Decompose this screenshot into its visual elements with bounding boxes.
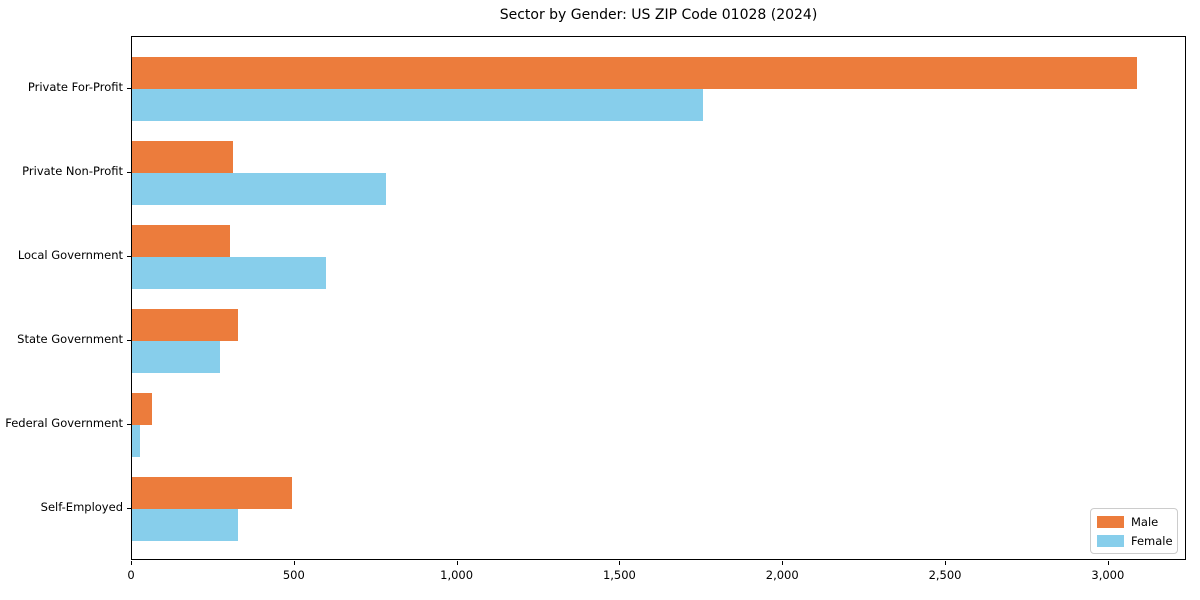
legend-label-male: Male	[1131, 514, 1159, 529]
y-tick-mark	[127, 172, 131, 173]
x-tick-label-1000: 1,000	[440, 568, 474, 582]
y-tick-mark	[127, 508, 131, 509]
legend-label-female: Female	[1131, 533, 1173, 548]
x-tick-label-3000: 3,000	[1091, 568, 1125, 582]
x-tick-label-2500: 2,500	[928, 568, 962, 582]
legend-entry-female: Female	[1097, 533, 1173, 548]
bar-female-local-government	[132, 257, 326, 289]
x-tick-mark	[619, 561, 621, 565]
bar-female-state-government	[132, 341, 220, 373]
bar-male-self-employed	[132, 477, 292, 509]
y-tick-mark	[127, 256, 131, 257]
x-tick-mark	[1107, 561, 1109, 565]
bar-female-self-employed	[132, 509, 238, 541]
legend-swatch-male	[1097, 515, 1124, 528]
bar-female-private-non-profit	[132, 173, 386, 205]
x-tick-mark	[131, 561, 132, 565]
bar-male-local-government	[132, 225, 230, 257]
plot-area	[131, 36, 1186, 560]
x-tick-mark	[782, 561, 784, 565]
y-tick-label-private-non-profit: Private Non-Profit	[22, 164, 123, 178]
x-tick-label-0: 0	[127, 568, 135, 582]
x-tick-label-2000: 2,000	[765, 568, 799, 582]
y-tick-label-private-for-profit: Private For-Profit	[27, 80, 123, 94]
x-tick-mark	[456, 561, 458, 565]
chart-title: Sector by Gender: US ZIP Code 01028 (202…	[499, 7, 818, 23]
x-tick-label-1500: 1,500	[602, 568, 636, 582]
legend: Male Female	[1090, 508, 1178, 554]
legend-swatch-female	[1097, 534, 1124, 547]
bar-male-private-non-profit	[132, 141, 233, 173]
y-tick-label-self-employed: Self-Employed	[40, 500, 123, 514]
bar-female-federal-government	[132, 425, 140, 457]
x-tick-label-500: 500	[282, 568, 305, 582]
bar-female-private-for-profit	[132, 89, 703, 121]
x-tick-mark	[293, 561, 295, 565]
y-tick-mark	[127, 88, 131, 89]
bar-male-state-government	[132, 309, 238, 341]
y-tick-label-federal-government: Federal Government	[5, 416, 123, 430]
y-tick-label-local-government: Local Government	[17, 248, 123, 262]
y-tick-mark	[127, 340, 131, 341]
bar-male-federal-government	[132, 393, 152, 425]
x-tick-mark	[945, 561, 947, 565]
bar-male-private-for-profit	[132, 57, 1137, 89]
y-tick-mark	[127, 424, 131, 425]
y-tick-label-state-government: State Government	[17, 332, 123, 346]
legend-entry-male: Male	[1097, 514, 1170, 529]
